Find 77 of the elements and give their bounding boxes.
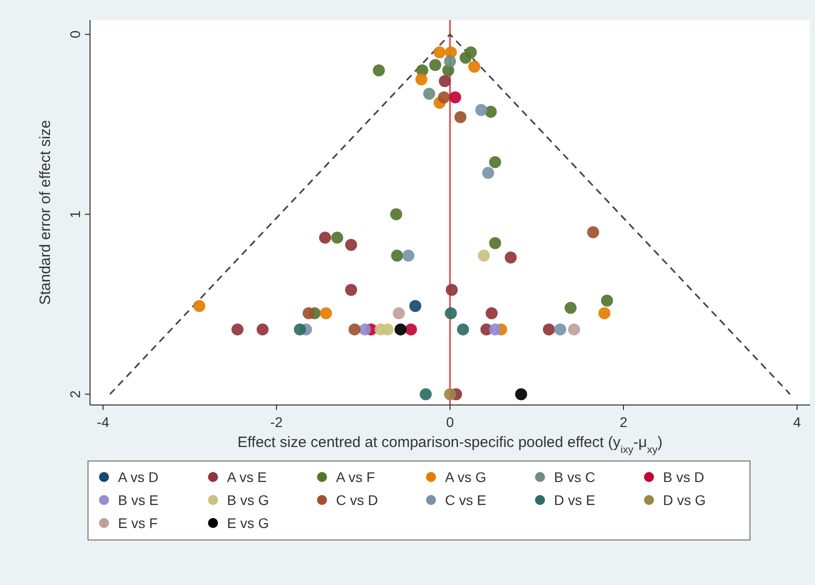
legend-label: E vs G <box>227 515 270 531</box>
point <box>193 300 206 312</box>
x-tick-label: -4 <box>96 414 110 430</box>
point <box>554 323 566 336</box>
legend-label: A vs E <box>227 469 267 485</box>
point <box>478 250 490 262</box>
y-tick-label: 2 <box>67 390 83 398</box>
point <box>486 307 498 320</box>
point <box>256 323 269 336</box>
point <box>489 323 502 336</box>
point <box>415 73 428 86</box>
point <box>482 166 494 179</box>
point <box>542 323 555 336</box>
point <box>564 302 577 314</box>
point <box>460 52 472 64</box>
point <box>444 388 456 400</box>
y-axis-title: Standard error of effect size <box>37 120 54 305</box>
point <box>489 237 502 250</box>
point <box>345 238 358 251</box>
point <box>434 46 446 58</box>
point <box>420 388 432 400</box>
point <box>429 58 442 71</box>
point <box>587 226 600 238</box>
point <box>568 323 580 336</box>
legend-label: D vs G <box>663 492 706 508</box>
legend-label: B vs C <box>554 469 596 485</box>
x-tick-label: -2 <box>270 414 283 430</box>
legend-label: B vs D <box>663 469 704 485</box>
x-tick-label: 4 <box>793 414 802 430</box>
point <box>438 75 451 88</box>
point <box>475 104 488 116</box>
x-tick-label: 0 <box>446 414 454 430</box>
point <box>231 323 244 336</box>
point <box>515 388 528 400</box>
point <box>598 307 610 320</box>
legend-label: C vs E <box>445 492 486 508</box>
point <box>489 156 502 168</box>
legend-label: B vs E <box>118 492 158 508</box>
point <box>394 323 407 336</box>
point <box>423 88 436 100</box>
point <box>392 307 405 320</box>
y-tick-label: 1 <box>67 210 83 218</box>
point <box>444 55 456 68</box>
point <box>601 294 614 307</box>
point <box>402 250 414 262</box>
point <box>372 64 385 76</box>
legend-label: C vs D <box>336 492 378 508</box>
point <box>446 284 458 296</box>
point <box>391 250 404 262</box>
point <box>320 307 332 320</box>
point <box>444 307 457 320</box>
legend-label: D vs E <box>554 492 596 508</box>
legend-label: B vs G <box>227 492 270 508</box>
point <box>504 251 517 264</box>
legend-label: A vs D <box>118 469 158 485</box>
point <box>348 323 361 336</box>
point <box>390 208 402 220</box>
legend-label: A vs F <box>336 469 375 485</box>
point <box>468 60 480 73</box>
point <box>409 300 422 312</box>
point <box>404 323 417 336</box>
y-tick-label: 0 <box>67 30 83 38</box>
point <box>454 111 466 124</box>
legend-label: A vs G <box>445 469 486 485</box>
point <box>345 284 358 296</box>
point <box>382 323 394 336</box>
x-axis-title: Effect size centred at comparison-specific pooled effect (y$_{ixy}$-μ$_{xy}$) <box>238 434 662 456</box>
point <box>319 232 332 244</box>
point <box>294 323 306 336</box>
point <box>438 91 450 104</box>
x-tick-label: 2 <box>620 414 628 430</box>
point <box>331 232 344 244</box>
point <box>457 323 470 336</box>
point <box>449 91 462 104</box>
point <box>358 323 371 336</box>
point <box>302 307 315 320</box>
legend-label: E vs F <box>118 515 158 531</box>
